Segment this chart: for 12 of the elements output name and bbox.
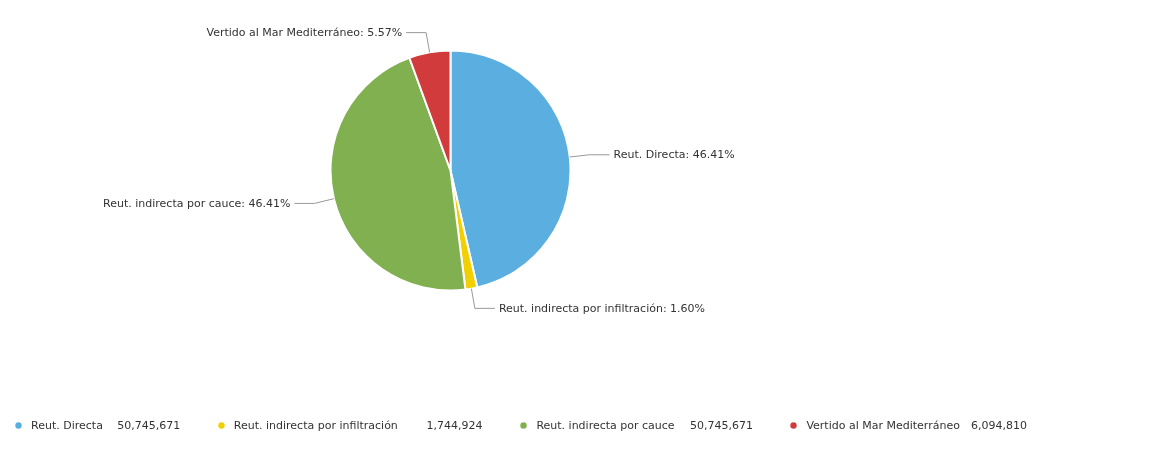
legend-label: Reut. indirecta por cauce — [536, 418, 675, 432]
data-label: Reut. Directa: 46.41% — [613, 148, 735, 162]
text: 50,745,671 — [689, 418, 753, 432]
text: 1,744,924 — [426, 418, 483, 432]
text: 50,745,671 — [117, 418, 181, 432]
legend-label: Reut. indirecta por infiltración — [233, 418, 398, 432]
data-label: Vertido al Mar Mediterráneo: 5.57% — [206, 26, 403, 40]
legend-label: Vertido al Mar Mediterráneo — [806, 418, 960, 432]
data-label: Reut. indirecta por cauce: 46.41% — [103, 196, 291, 210]
text: 6,094,810 — [971, 418, 1028, 432]
legend-label: Reut. Directa — [31, 418, 103, 432]
data-label: Reut. indirecta por infiltración: 1.60% — [498, 301, 706, 315]
